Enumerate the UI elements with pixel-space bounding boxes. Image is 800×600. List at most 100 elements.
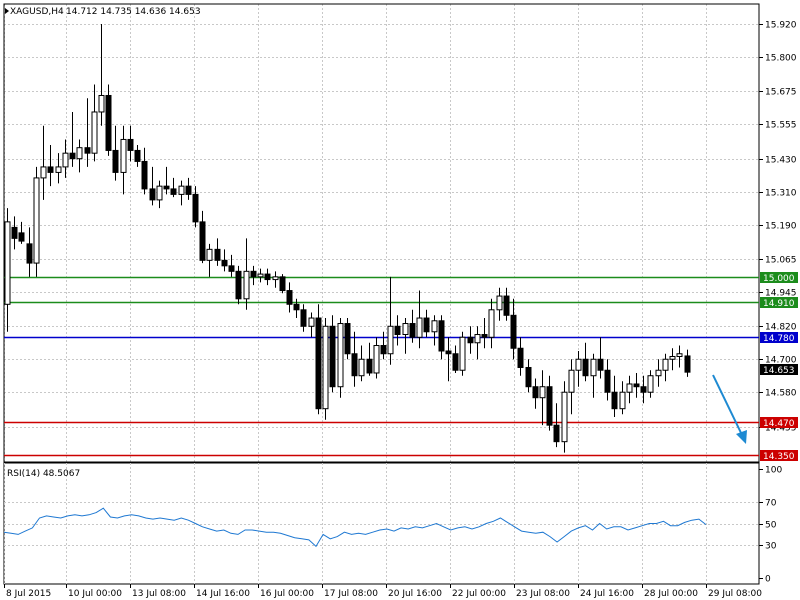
candle-body	[676, 353, 683, 357]
candle-body	[438, 320, 445, 352]
time-axis: 8 Jul 2015 10 Jul 00:00 13 Jul 08:00 14 Jul…	[4, 584, 762, 599]
candle-body	[257, 273, 264, 278]
chart-symbol-label: XAGUSD,H4	[10, 7, 64, 17]
candle-body	[192, 193, 199, 223]
candle-body	[11, 226, 18, 239]
level-badge-label: 15.000	[763, 274, 795, 284]
candle-body	[467, 336, 474, 344]
candle-body	[409, 323, 416, 338]
candle-body	[604, 369, 611, 393]
candle-body	[112, 149, 119, 173]
forecast-arrow[interactable]	[712, 374, 747, 444]
candle-body	[481, 334, 488, 338]
candle-body	[575, 358, 582, 371]
candle-body	[619, 391, 626, 410]
rsi-line	[3, 507, 707, 548]
candle-body	[684, 355, 691, 373]
candle-body	[141, 160, 148, 190]
candle-body	[120, 138, 127, 173]
time-tick-label: 10 Jul 00:00	[68, 589, 122, 599]
rsi-grid	[4, 463, 759, 584]
level-badge	[760, 332, 798, 343]
rsi-tick-label: 30	[765, 542, 777, 552]
candle-body	[496, 295, 503, 311]
main-grid	[4, 4, 759, 462]
level-badge-label: 14.470	[763, 419, 795, 429]
candle-body	[228, 265, 235, 272]
level-badge	[760, 297, 798, 308]
candle-body	[655, 369, 662, 377]
price-tick-label: 15.675	[765, 88, 797, 98]
current-price-label: 14.653	[763, 366, 795, 376]
level-badge	[760, 272, 798, 283]
rsi-axis: 100 70 50 30 0	[759, 466, 782, 585]
candle-body	[488, 309, 495, 338]
level-badge	[760, 417, 798, 428]
price-tick-label: 15.310	[765, 189, 797, 199]
candle-body	[582, 358, 589, 377]
candle-body	[611, 391, 618, 410]
candle-body	[26, 243, 33, 264]
rsi-tick-label: 50	[765, 521, 777, 531]
candle-body	[366, 358, 373, 374]
price-tick-label: 14.945	[765, 289, 797, 299]
candle-body	[431, 320, 438, 333]
candle-body	[272, 276, 279, 281]
candle-body	[76, 147, 83, 160]
candle-body	[423, 317, 430, 333]
arrow-head	[736, 430, 747, 444]
price-tick-label: 14.580	[765, 389, 797, 399]
collapse-arrow-icon[interactable]	[5, 8, 9, 14]
candle-body	[351, 353, 358, 377]
candle-body	[221, 259, 228, 267]
candle-body	[69, 152, 76, 160]
price-tick-label: 15.430	[765, 156, 797, 166]
candle-body	[55, 166, 62, 173]
candle-body	[286, 290, 293, 305]
candle-body	[597, 358, 604, 371]
candle-body	[640, 386, 647, 393]
time-tick-label: 8 Jul 2015	[6, 589, 51, 599]
candle-body	[199, 221, 206, 261]
level-badges: 15.000 14.910 14.780 14.470 14.350	[760, 272, 798, 462]
price-tick-label: 14.700	[765, 356, 797, 366]
candle-body	[47, 166, 54, 173]
candle-body	[4, 221, 11, 305]
candle-body	[373, 345, 380, 374]
candle-body	[33, 177, 40, 264]
candle-body	[98, 94, 105, 113]
candle-body	[662, 358, 669, 371]
main-panel-frame	[3, 3, 760, 463]
candle-body	[329, 325, 336, 388]
candle-body	[134, 149, 141, 162]
time-tick-label: 17 Jul 08:00	[324, 589, 378, 599]
price-tick-label: 14.455	[765, 424, 797, 434]
price-axis: 15.920 15.800 15.675 15.555 15.430 15.310 15.1…	[759, 21, 797, 434]
candle-body	[568, 369, 575, 393]
candle-body	[553, 424, 560, 443]
time-tick-label: 13 Jul 08:00	[132, 589, 186, 599]
candle-body	[539, 386, 546, 399]
candle-body	[149, 188, 156, 201]
candle-body	[250, 270, 257, 278]
candle-body	[156, 185, 163, 201]
candle-body	[178, 185, 185, 195]
candle-body	[308, 317, 315, 327]
rsi-tick-label: 70	[765, 499, 777, 509]
candle-body	[62, 152, 69, 168]
candle-body	[18, 232, 25, 242]
level-badge-label: 14.350	[763, 452, 795, 462]
time-tick-label: 16 Jul 00:00	[260, 589, 314, 599]
candle-body	[279, 276, 286, 292]
candle-body	[387, 325, 394, 355]
candle-body	[452, 353, 459, 371]
level-lines[interactable]	[4, 276, 759, 457]
level-badge-label: 14.910	[763, 299, 795, 309]
candle-body	[532, 386, 539, 399]
time-tick-label: 29 Jul 08:00	[708, 589, 762, 599]
arrow-shaft	[712, 374, 744, 438]
candle-body	[626, 383, 633, 393]
candle-body	[669, 355, 676, 360]
candle-body	[344, 323, 351, 355]
